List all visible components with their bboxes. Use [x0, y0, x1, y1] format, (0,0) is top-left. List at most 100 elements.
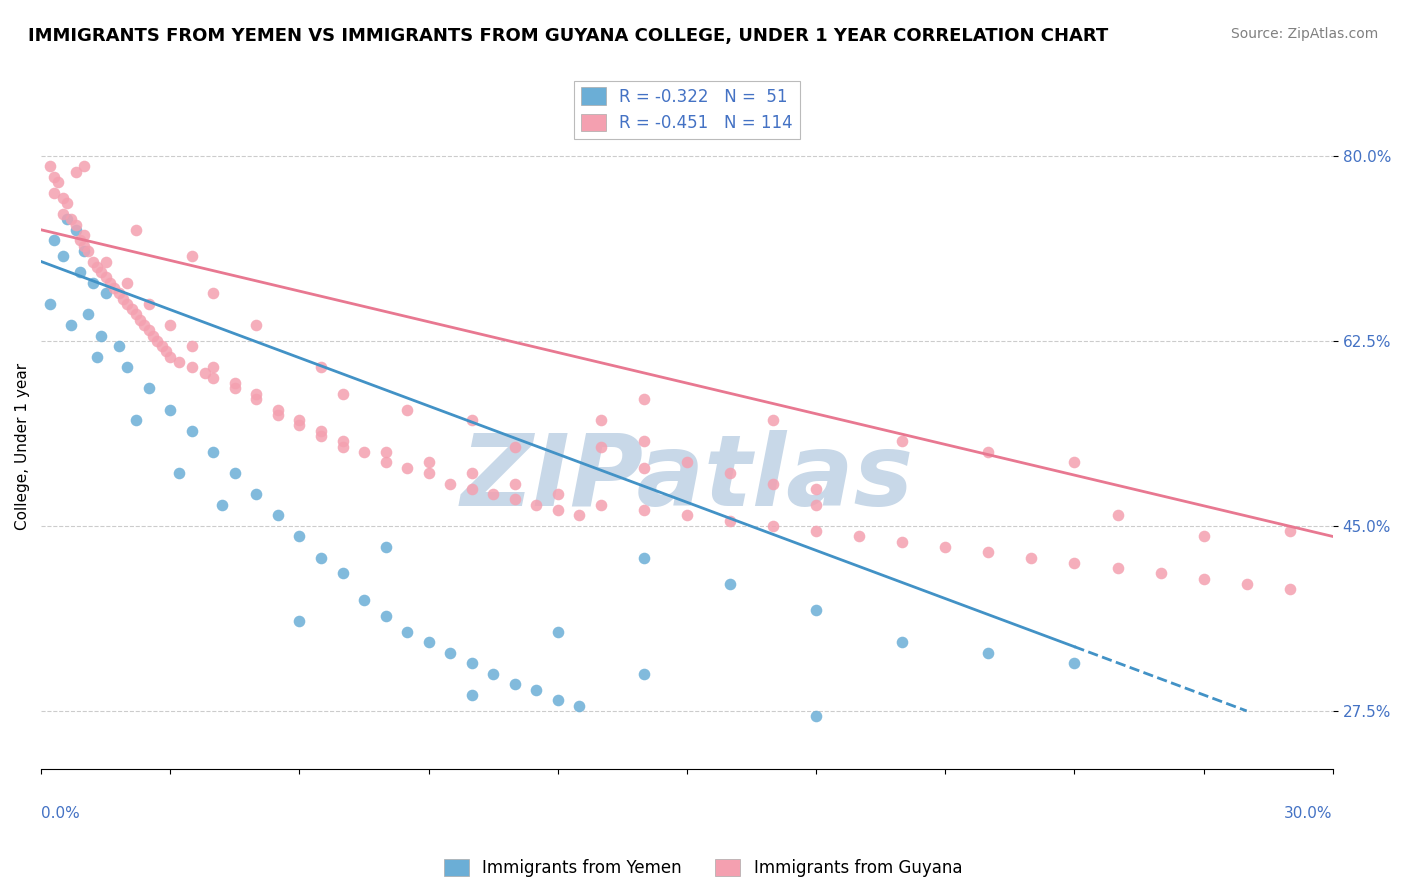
Point [138, 297, 160, 311]
Point [73, 244, 96, 258]
Text: 0.0%: 0.0% [41, 806, 80, 821]
Point [396, 624, 419, 639]
Point [804, 524, 827, 538]
Point [52, 207, 75, 221]
Point [60, 212, 83, 227]
Point [374, 455, 396, 469]
Point [224, 381, 246, 395]
Point [568, 508, 591, 523]
Point [1107, 561, 1129, 575]
Point [309, 429, 332, 443]
Point [90, 265, 112, 279]
Point [115, 360, 138, 375]
Point [503, 440, 526, 454]
Point [202, 286, 225, 301]
Point [804, 603, 827, 617]
Point [267, 508, 290, 523]
Point [503, 677, 526, 691]
Point [1236, 577, 1258, 591]
Point [73, 228, 96, 243]
Point [38, 159, 60, 173]
Point [69, 233, 91, 247]
Point [891, 434, 914, 449]
Point [46, 175, 69, 189]
Point [460, 657, 482, 671]
Point [633, 434, 655, 449]
Point [267, 402, 290, 417]
Point [633, 503, 655, 517]
Point [439, 476, 461, 491]
Point [245, 318, 267, 332]
Point [77, 307, 100, 321]
Point [676, 455, 699, 469]
Point [69, 265, 91, 279]
Point [159, 350, 181, 364]
Text: Source: ZipAtlas.com: Source: ZipAtlas.com [1230, 27, 1378, 41]
Point [848, 529, 870, 543]
Point [524, 682, 547, 697]
Point [934, 540, 956, 554]
Point [86, 260, 108, 274]
Point [568, 698, 591, 713]
Point [1063, 455, 1085, 469]
Point [180, 424, 202, 438]
Point [374, 540, 396, 554]
Point [86, 350, 108, 364]
Point [194, 366, 217, 380]
Point [121, 302, 143, 317]
Point [82, 254, 104, 268]
Point [180, 339, 202, 353]
Point [202, 371, 225, 385]
Point [524, 498, 547, 512]
Point [589, 498, 612, 512]
Point [718, 466, 741, 480]
Point [52, 249, 75, 263]
Point [129, 312, 152, 326]
Point [211, 498, 233, 512]
Point [396, 402, 419, 417]
Point [353, 445, 375, 459]
Y-axis label: College, Under 1 year: College, Under 1 year [15, 363, 30, 530]
Point [633, 392, 655, 406]
Point [138, 381, 160, 395]
Point [589, 440, 612, 454]
Legend: Immigrants from Yemen, Immigrants from Guyana: Immigrants from Yemen, Immigrants from G… [437, 852, 969, 884]
Point [288, 614, 311, 628]
Point [245, 386, 267, 401]
Point [159, 318, 181, 332]
Point [60, 318, 83, 332]
Point [547, 503, 569, 517]
Point [460, 413, 482, 427]
Point [309, 424, 332, 438]
Point [503, 476, 526, 491]
Point [482, 487, 505, 501]
Point [224, 466, 246, 480]
Point [56, 212, 79, 227]
Point [73, 159, 96, 173]
Point [633, 666, 655, 681]
Point [633, 460, 655, 475]
Point [1192, 529, 1215, 543]
Point [65, 218, 87, 232]
Point [82, 276, 104, 290]
Point [224, 376, 246, 391]
Point [762, 413, 785, 427]
Point [977, 646, 1000, 660]
Point [125, 307, 148, 321]
Point [332, 566, 354, 581]
Point [267, 408, 290, 422]
Point [56, 196, 79, 211]
Point [111, 292, 134, 306]
Point [288, 529, 311, 543]
Point [589, 413, 612, 427]
Point [1063, 556, 1085, 570]
Point [65, 164, 87, 178]
Point [90, 328, 112, 343]
Point [374, 608, 396, 623]
Point [309, 360, 332, 375]
Point [418, 455, 440, 469]
Point [1107, 508, 1129, 523]
Point [353, 593, 375, 607]
Point [107, 286, 129, 301]
Point [718, 577, 741, 591]
